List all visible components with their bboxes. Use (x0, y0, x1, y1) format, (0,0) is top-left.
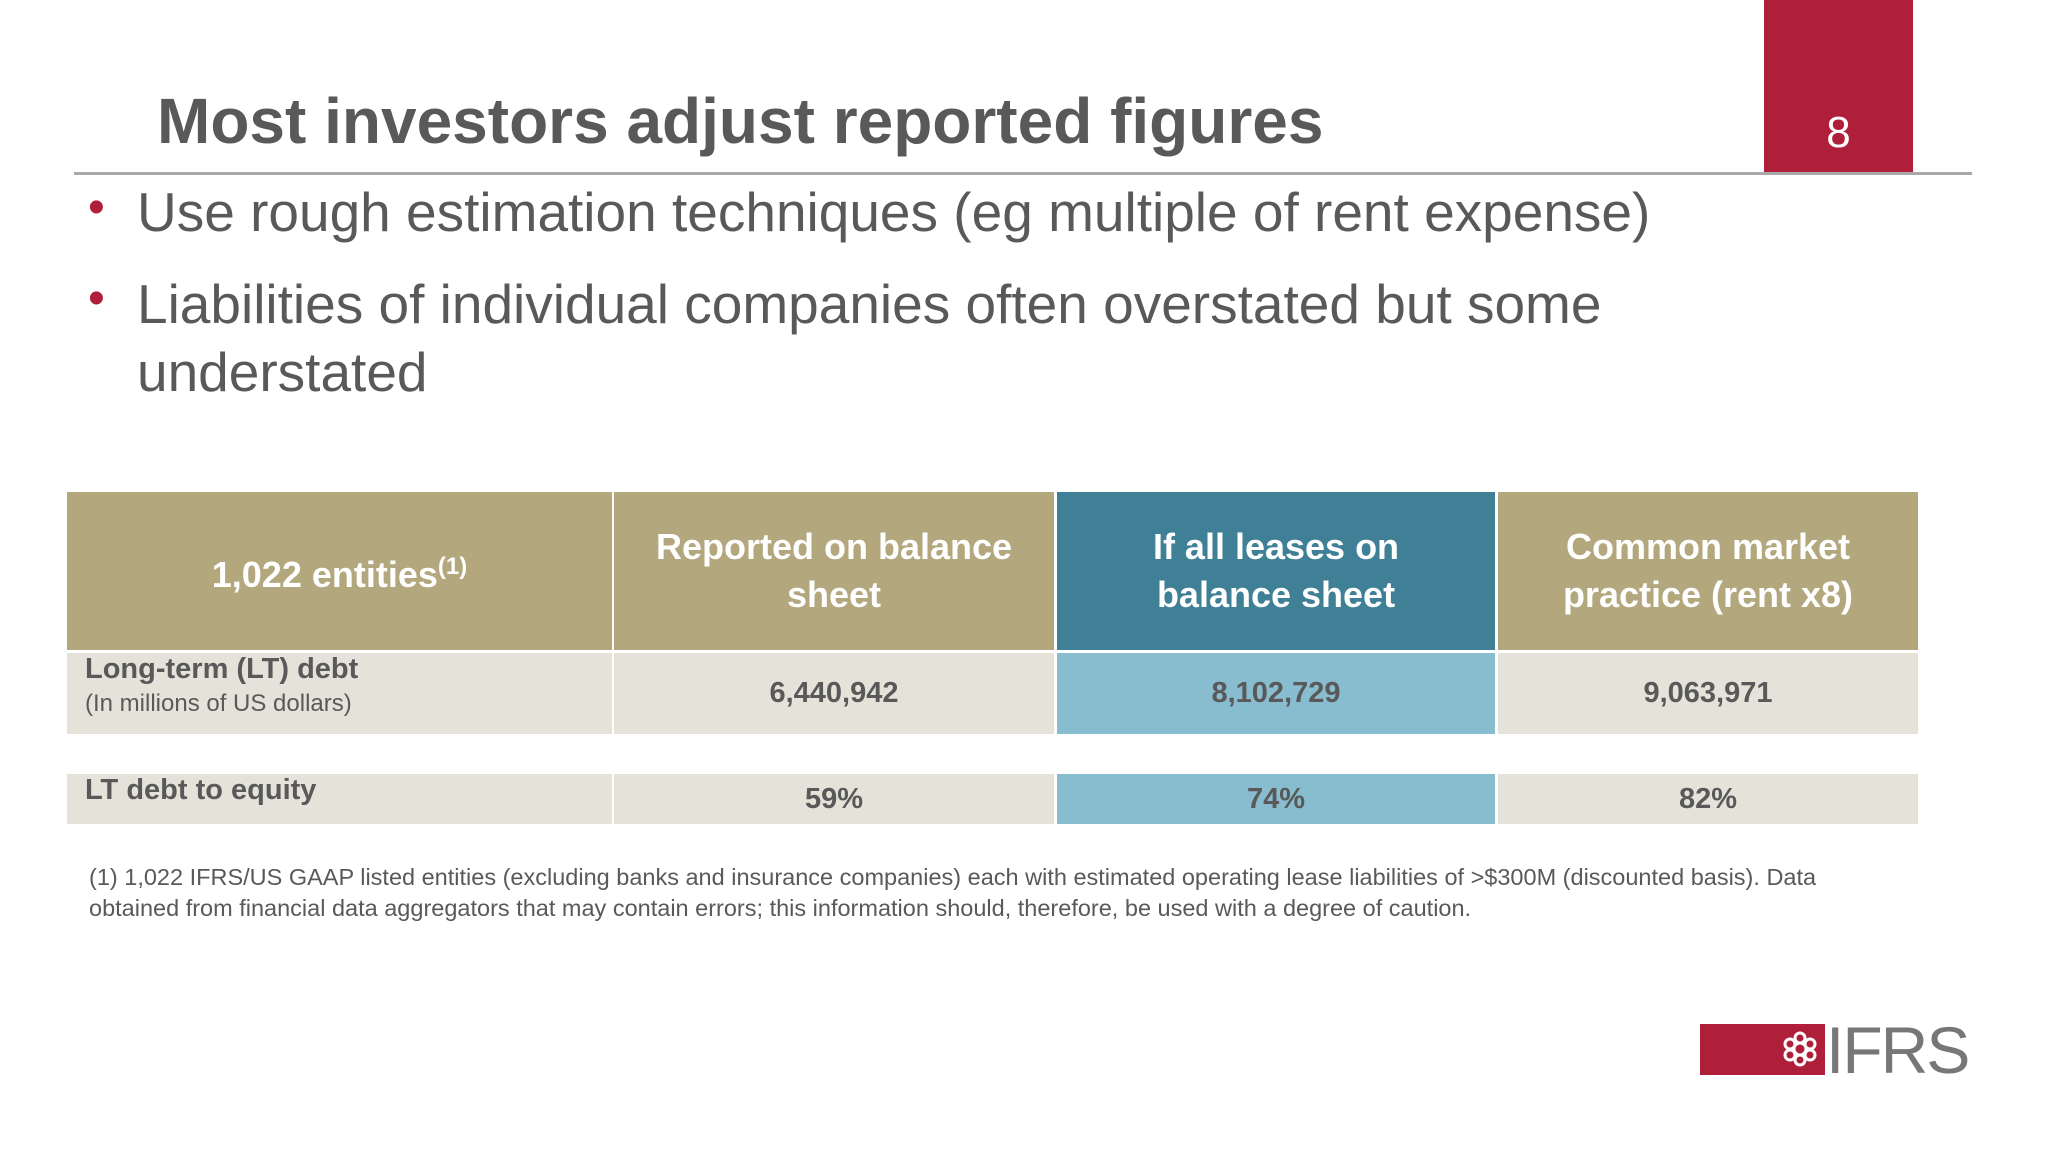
logo-mark (1700, 1024, 1825, 1075)
page-number: 8 (1826, 108, 1851, 157)
header-note: (1) (437, 553, 468, 580)
row-label: Long-term (LT) debt (85, 653, 359, 685)
table-cell: 9,063,971 (1498, 653, 1918, 734)
bullet-text: Liabilities of individual companies ofte… (137, 273, 1602, 403)
table-header-cell: If all leases on balance sheet (1057, 492, 1495, 650)
bullet-dot: • (88, 181, 105, 234)
table-header-cell: Reported on balance sheet (614, 492, 1054, 650)
logo-icon (1783, 1031, 1817, 1067)
table-header-cell: 1,022 entities(1) (67, 492, 612, 650)
header-label: 1,022 entities (211, 554, 438, 595)
title-rule (74, 172, 1972, 175)
row-label-cell: Long-term (LT) debt (In millions of US d… (67, 653, 612, 734)
page-badge (1764, 0, 1913, 174)
bullet-text: Use rough estimation techniques (eg mult… (137, 181, 1651, 243)
bullet-dot: • (88, 272, 105, 325)
row-label: LT debt to equity (85, 774, 317, 806)
row-label-cell: LT debt to equity (67, 774, 612, 824)
table-cell: 82% (1498, 774, 1918, 824)
slide-title: Most investors adjust reported figures (157, 85, 1324, 157)
table-cell: 8,102,729 (1057, 653, 1495, 734)
table-cell: 6,440,942 (614, 653, 1054, 734)
table-cell: 74% (1057, 774, 1495, 824)
footnote: (1) 1,022 IFRS/US GAAP listed entities (… (89, 864, 1817, 921)
logo-text: IFRS (1826, 1013, 1970, 1087)
table-cell: 59% (614, 774, 1054, 824)
table-header-cell: Common market practice (rent x8) (1498, 492, 1918, 650)
row-sublabel: (In millions of US dollars) (85, 690, 352, 717)
